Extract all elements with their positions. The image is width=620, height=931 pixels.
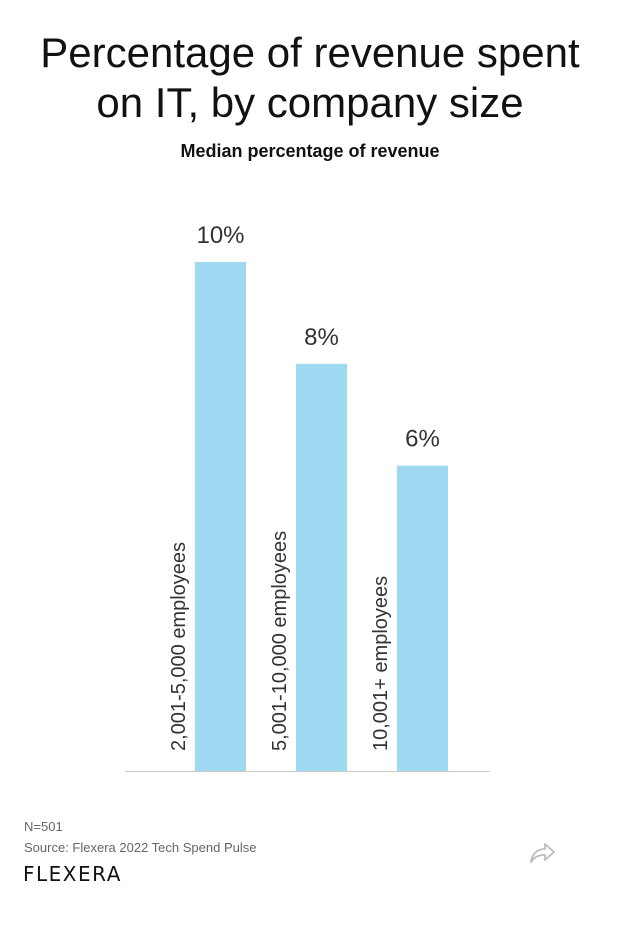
chart-subtitle: Median percentage of revenue [180, 141, 440, 161]
category-label-1: 2,001-5,000 employees [168, 542, 190, 751]
source-note: Source: Flexera 2022 Tech Spend Pulse [24, 840, 257, 855]
category-label-3: 10,001+ employees [370, 576, 392, 751]
data-label-1: 10% [196, 222, 244, 249]
bar-3[interactable] [397, 465, 448, 771]
sample-size-note: N=501 [24, 819, 63, 834]
bar-1[interactable] [195, 262, 246, 771]
data-label-2: 8% [304, 324, 339, 351]
bar-2[interactable] [296, 363, 347, 771]
bar-chart: 10% 2,001-5,000 employees 8% 5,001-10,000 e… [125, 222, 490, 772]
chart-title: Percentage of revenue spent on IT, by com… [40, 29, 580, 126]
category-label-2: 5,001-10,000 employees [269, 531, 291, 751]
share-icon[interactable] [528, 840, 556, 866]
flexera-logo: FLEXERA [23, 862, 122, 886]
data-label-3: 6% [405, 426, 440, 453]
